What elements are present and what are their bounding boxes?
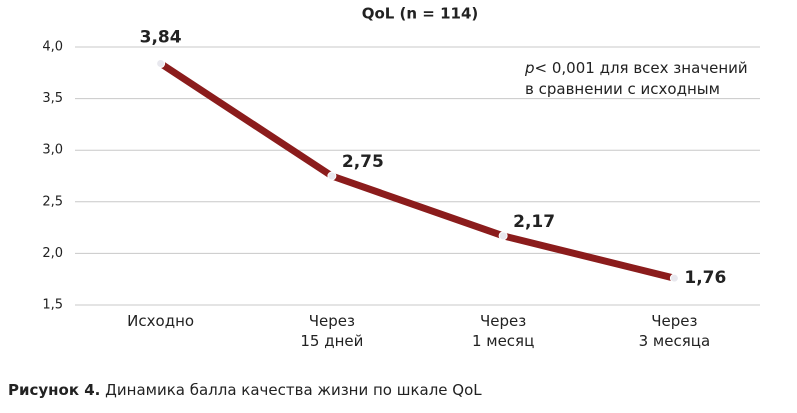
chart: QoL (n = 114) 1,5 2,0 2,5 3,0 3,5 4,0 3,84 2,75… [42,5,760,313]
y-tick-label: 3,0 [42,143,63,158]
y-tick-label: 2,0 [42,246,63,261]
y-tick-label: 2,5 [42,194,63,209]
line [157,60,678,282]
caption-text: Динамика балла качества жизни по шкале Q… [105,381,482,399]
x-tick-label: Через 3 месяца [638,312,711,350]
annotation-text: < 0,001 для всех значений в сравнении с … [525,59,748,98]
x-tick-label: Через 1 месяц [471,312,535,350]
data-point [498,231,508,241]
caption-label: Рисунок 4. [8,381,101,399]
chart-title: QoL (n = 114) [362,5,479,23]
caption: Рисунок 4. Динамика балла качества жизни… [8,381,482,399]
data-label: 1,76 [684,268,726,288]
data-label: 3,84 [140,28,182,48]
data-point [156,59,166,69]
annotation: p< 0,001 для всех значений в сравнении с… [525,58,748,100]
data-label: 2,75 [342,152,384,172]
x-tick-label: Через 15 дней [300,312,364,350]
y-tick-label: 1,5 [42,298,63,313]
data-label: 2,17 [513,212,555,232]
y-tick-label: 3,5 [42,91,63,106]
data-point [327,171,337,181]
data-point [669,273,679,283]
annotation-italic: p [525,59,535,77]
y-tick-label: 4,0 [42,40,63,55]
x-tick-label: Исходно [127,312,195,330]
